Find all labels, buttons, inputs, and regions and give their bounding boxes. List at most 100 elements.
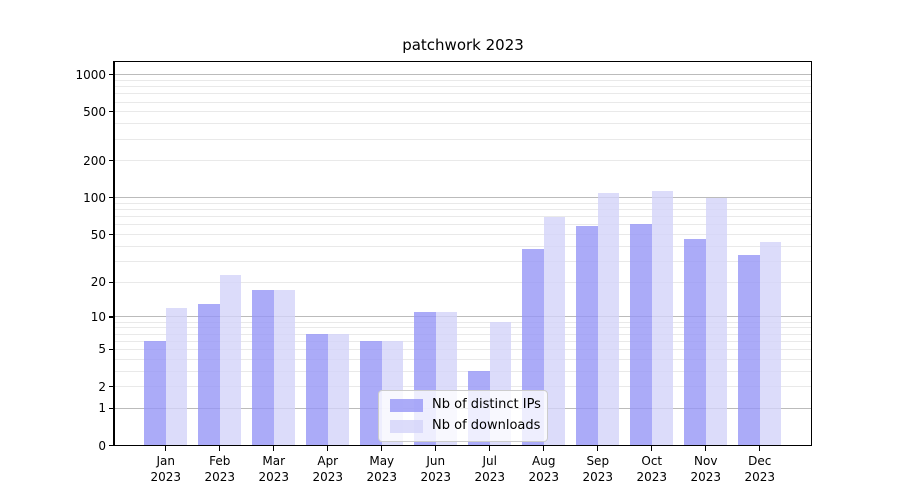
- x-tick-mark: [759, 446, 761, 451]
- major-gridline: [114, 74, 812, 76]
- x-tick-mark: [327, 446, 329, 451]
- minor-gridline: [114, 348, 812, 350]
- y-tick-mark: [109, 407, 114, 410]
- bar-downloads: [273, 290, 296, 446]
- legend-item-distinct-ips: Nb of distinct IPs: [390, 397, 541, 413]
- y-tick-label: 200: [83, 153, 106, 168]
- x-tick-label: Sep 2023: [582, 453, 614, 484]
- y-tick-label: 100: [83, 190, 106, 205]
- x-tick-label: Apr 2023: [312, 453, 344, 484]
- legend-item-downloads: Nb of downloads: [390, 418, 541, 434]
- legend-label-downloads: Nb of downloads: [432, 418, 541, 433]
- x-tick-label: Feb 2023: [204, 453, 236, 484]
- minor-gridline: [114, 101, 812, 103]
- x-tick-label: Nov 2023: [690, 453, 722, 484]
- bar-distinct-ips: [144, 341, 166, 446]
- minor-gridline: [114, 281, 812, 283]
- y-tick-mark: [109, 233, 114, 236]
- legend: Nb of distinct IPs Nb of downloads: [378, 390, 548, 442]
- x-tick-label: Mar 2023: [258, 453, 290, 484]
- minor-gridline: [114, 370, 812, 372]
- x-tick-label: May 2023: [366, 453, 398, 484]
- bar-downloads: [597, 192, 620, 446]
- minor-gridline: [114, 86, 812, 88]
- minor-gridline: [114, 386, 812, 388]
- major-gridline: [114, 316, 812, 318]
- minor-gridline: [114, 160, 812, 162]
- minor-gridline: [114, 209, 812, 211]
- right-spine: [810, 61, 813, 447]
- x-tick-label: Oct 2023: [636, 453, 668, 484]
- x-tick-label: Aug 2023: [528, 453, 560, 484]
- y-tick-mark: [109, 74, 114, 76]
- x-tick-mark: [489, 446, 491, 451]
- legend-swatch-downloads: [390, 419, 423, 433]
- x-tick-label: Jan 2023: [150, 453, 182, 484]
- x-tick-mark: [381, 446, 383, 451]
- minor-gridline: [114, 202, 812, 204]
- bar-distinct-ips: [306, 334, 328, 446]
- minor-gridline: [114, 216, 812, 218]
- bar-downloads: [651, 191, 674, 446]
- y-tick-mark: [109, 386, 114, 388]
- x-tick-mark: [273, 446, 275, 451]
- minor-gridline: [114, 260, 812, 262]
- legend-label-ips: Nb of distinct IPs: [432, 397, 541, 412]
- bar-distinct-ips: [630, 224, 652, 446]
- x-tick-mark: [597, 446, 599, 451]
- bar-downloads: [327, 334, 350, 446]
- bar-distinct-ips: [684, 238, 706, 446]
- minor-gridline: [114, 224, 812, 226]
- y-tick-label: 0: [98, 438, 106, 453]
- y-tick-label: 500: [83, 104, 106, 119]
- left-spine: [113, 61, 115, 447]
- y-tick-mark: [109, 160, 114, 162]
- x-tick-label: Jul 2023: [474, 453, 506, 484]
- y-tick-label: 1: [98, 401, 106, 416]
- bar-downloads: [219, 275, 242, 446]
- bar-downloads: [759, 242, 782, 446]
- minor-gridline: [114, 340, 812, 342]
- y-tick-label: 20: [90, 275, 106, 290]
- x-tick-mark: [705, 446, 707, 451]
- chart-title: patchwork 2023: [402, 36, 524, 54]
- minor-gridline: [114, 79, 812, 81]
- y-tick-mark: [109, 281, 114, 283]
- y-tick-mark: [109, 316, 114, 318]
- y-tick-label: 5: [98, 342, 106, 357]
- x-tick-label: Jun 2023: [420, 453, 452, 484]
- y-tick-label: 10: [90, 309, 106, 324]
- bar-distinct-ips: [576, 225, 598, 446]
- bar-distinct-ips: [198, 303, 220, 446]
- bar-downloads: [543, 216, 566, 446]
- minor-gridline: [114, 138, 812, 140]
- minor-gridline: [114, 111, 812, 113]
- minor-gridline: [114, 333, 812, 335]
- x-tick-mark: [165, 446, 167, 451]
- y-tick-label: 1000: [75, 67, 106, 82]
- top-spine: [113, 61, 813, 63]
- bar-distinct-ips: [252, 290, 274, 446]
- bar-downloads: [705, 197, 728, 446]
- minor-gridline: [114, 123, 812, 125]
- bar-distinct-ips: [360, 341, 382, 446]
- bar-downloads: [165, 307, 188, 446]
- y-tick-mark: [109, 111, 114, 113]
- minor-gridline: [114, 93, 812, 95]
- y-tick-mark: [109, 445, 114, 447]
- legend-swatch-ips: [390, 398, 423, 412]
- y-tick-label: 50: [90, 227, 106, 242]
- minor-gridline: [114, 327, 812, 329]
- x-tick-mark: [219, 446, 221, 451]
- bottom-spine: [113, 445, 813, 447]
- x-tick-mark: [543, 446, 545, 451]
- minor-gridline: [114, 234, 812, 236]
- y-tick-label: 2: [98, 379, 106, 394]
- x-tick-mark: [651, 446, 653, 451]
- y-tick-mark: [109, 348, 114, 351]
- y-tick-mark: [109, 197, 114, 199]
- bar-distinct-ips: [738, 254, 760, 446]
- minor-gridline: [114, 321, 812, 323]
- x-tick-mark: [435, 446, 437, 451]
